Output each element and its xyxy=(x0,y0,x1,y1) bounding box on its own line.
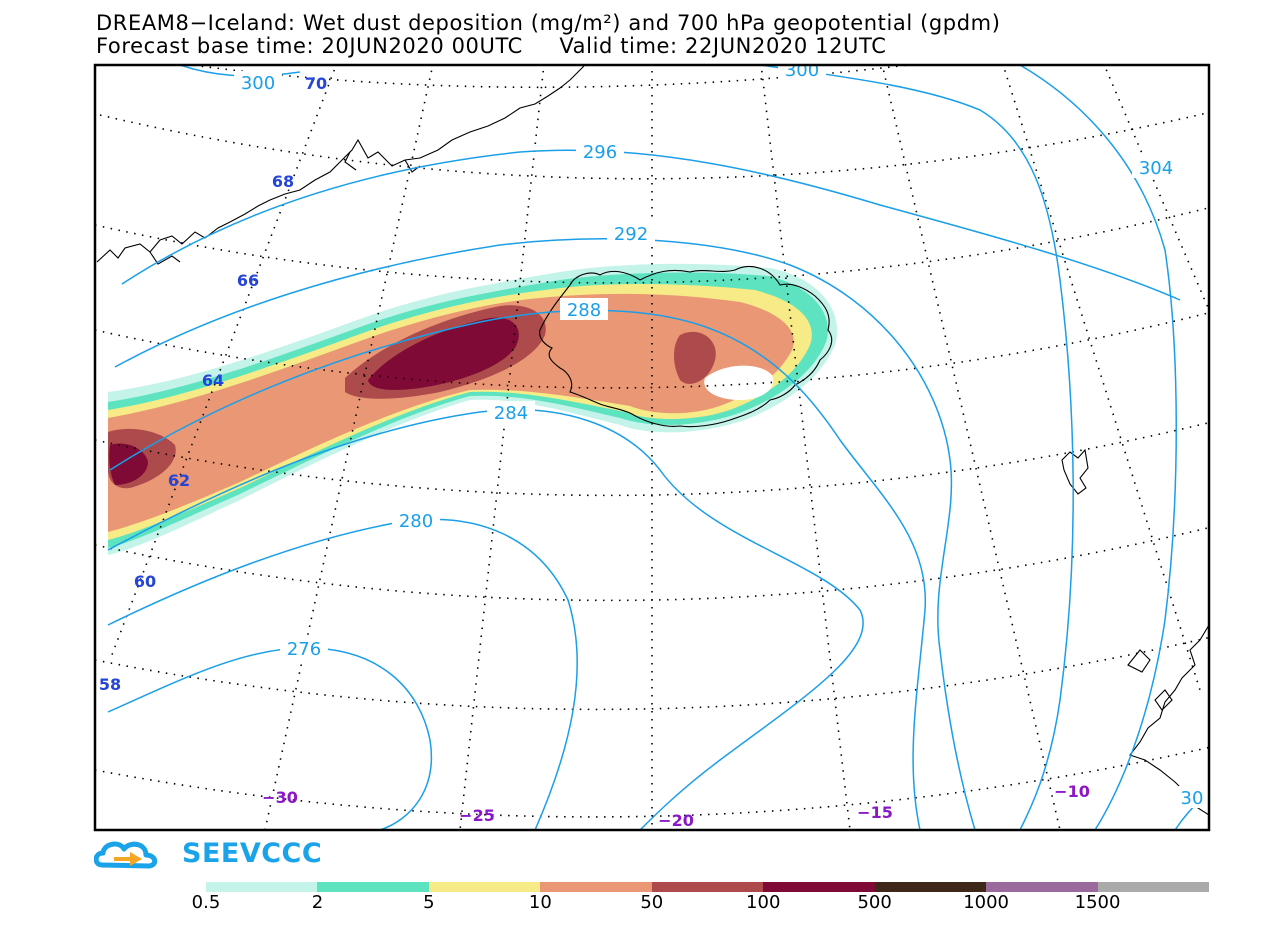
logo-text: SEEVCCC xyxy=(182,838,323,869)
dust-clear-patch xyxy=(704,365,774,400)
contour-280 xyxy=(107,518,578,830)
legend-label: 1500 xyxy=(1074,892,1121,913)
longitude-label: −25 xyxy=(459,806,495,825)
map-title: DREAM8−Iceland: Wet dust deposition (mg/… xyxy=(96,11,1001,35)
dust-level-100 xyxy=(368,317,519,390)
legend-swatch xyxy=(1097,882,1209,892)
dust-level-100-west xyxy=(109,443,148,485)
dust-level-10 xyxy=(108,293,794,532)
faroe-islands xyxy=(1061,448,1089,495)
longitude-line-25 xyxy=(459,65,545,830)
contour-label: 280 xyxy=(399,511,433,532)
contour-label: 288 xyxy=(567,300,601,321)
latitude-line-58 xyxy=(95,636,1209,711)
geopotential-contours xyxy=(107,65,1209,830)
dust-level-50-east xyxy=(674,331,716,384)
iceland-coast xyxy=(539,266,833,428)
contour-label: 30 xyxy=(1181,788,1204,809)
legend-label: 50 xyxy=(640,892,664,913)
contour-304 xyxy=(1019,65,1177,830)
contour-292 xyxy=(114,238,976,830)
latitude-line-68 xyxy=(99,111,1209,180)
legend-label: 500 xyxy=(857,892,892,913)
longitude-label: −30 xyxy=(262,788,298,807)
contour-label: 292 xyxy=(614,224,648,245)
legend-swatch xyxy=(763,882,875,892)
legend-swatch xyxy=(986,882,1098,892)
legend-swatch xyxy=(428,882,541,892)
seevccc-logo xyxy=(94,841,158,869)
valid-time: Valid time: 22JUN2020 12UTC xyxy=(559,34,887,58)
latitude-label: 58 xyxy=(99,675,121,694)
graticule xyxy=(95,65,1209,830)
latitude-label: 64 xyxy=(202,371,224,390)
greenland-inlet-2 xyxy=(344,151,357,171)
forecast-base-time: Forecast base time: 20JUN2020 00UTC xyxy=(96,34,523,58)
contour-label: 304 xyxy=(1139,158,1173,179)
longitude-label: −10 xyxy=(1054,782,1090,801)
legend-swatch xyxy=(317,882,429,892)
contour-288 xyxy=(109,309,927,830)
legend-swatch xyxy=(206,882,318,892)
map-frame xyxy=(93,63,1211,832)
contour-label: 284 xyxy=(494,403,528,424)
contour-label: 276 xyxy=(287,639,321,660)
latitude-line-60 xyxy=(95,526,1209,602)
norway-islands xyxy=(1127,649,1173,711)
longitude-label: −15 xyxy=(857,803,893,822)
legend-swatch xyxy=(651,882,764,892)
latitude-line-70 xyxy=(186,65,916,89)
contour-284 xyxy=(107,408,864,830)
dust-plume xyxy=(108,263,838,555)
contour-300-east xyxy=(759,65,1074,830)
greenland-coast xyxy=(96,65,585,263)
cloud-icon xyxy=(94,841,158,869)
greenland-inlet-1 xyxy=(149,251,181,265)
color-legend xyxy=(206,882,1209,892)
longitude-label: −20 xyxy=(658,811,694,830)
longitude-line-0 xyxy=(1103,65,1209,311)
latitude-label: 60 xyxy=(134,572,156,591)
contour-label: 296 xyxy=(583,142,617,163)
contour-label: 300 xyxy=(241,73,275,94)
legend-label: 1000 xyxy=(963,892,1010,913)
legend-swatch xyxy=(874,882,987,892)
latitude-label: 62 xyxy=(168,471,190,490)
legend-label: 5 xyxy=(423,892,435,913)
legend-label: 2 xyxy=(311,892,324,913)
legend-label: 100 xyxy=(746,892,781,913)
latitude-label: 66 xyxy=(237,271,259,290)
map-subtitle: Forecast base time: 20JUN2020 00UTC Vali… xyxy=(96,35,886,57)
latitude-label: 68 xyxy=(272,172,294,191)
contour-label: 300 xyxy=(785,60,819,81)
contour-296 xyxy=(121,149,1181,301)
coastlines xyxy=(96,65,1209,816)
contour-276 xyxy=(107,647,433,830)
legend-label: 10 xyxy=(528,892,552,913)
longitude-line-5 xyxy=(1002,65,1201,691)
contour-300-west xyxy=(179,65,301,77)
legend-label: 0.5 xyxy=(191,892,221,913)
legend-swatch xyxy=(540,882,652,892)
longitude-line-15 xyxy=(760,65,851,830)
latitude-label: 70 xyxy=(305,74,327,93)
